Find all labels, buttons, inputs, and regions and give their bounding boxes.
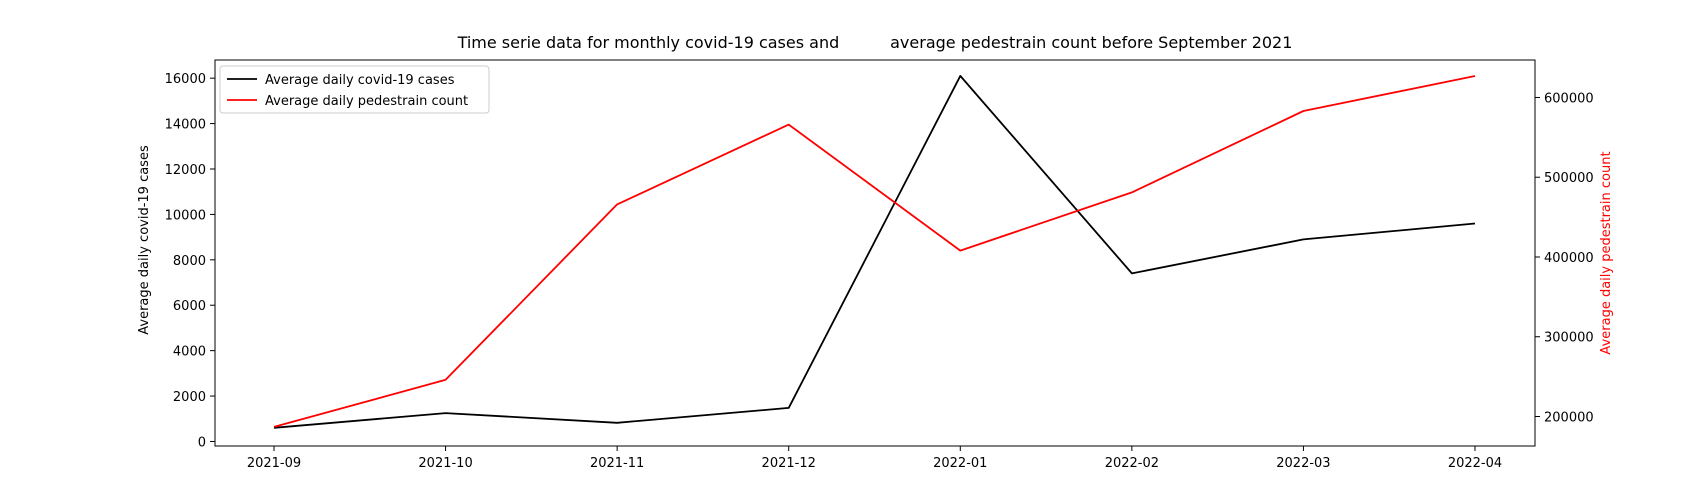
left-y-tick-label: 8000 <box>173 254 206 269</box>
left-y-axis-label: Average daily covid-19 cases <box>137 145 152 335</box>
right-y-tick-label: 400000 <box>1544 251 1594 266</box>
right-y-tick-label: 600000 <box>1544 91 1594 106</box>
right-y-axis-label: Average daily pedestrain count <box>1599 151 1614 354</box>
x-tick-label: 2022-01 <box>933 456 987 471</box>
left-y-tick-label: 12000 <box>165 163 206 178</box>
left-y-tick-label: 10000 <box>165 208 206 223</box>
x-tick-label: 2021-10 <box>418 456 472 471</box>
left-y-tick-label: 6000 <box>173 299 206 314</box>
left-y-tick-label: 4000 <box>173 345 206 360</box>
left-y-tick-label: 16000 <box>165 72 206 87</box>
left-y-tick-label: 2000 <box>173 390 206 405</box>
right-y-tick-label: 300000 <box>1544 331 1594 346</box>
x-tick-label: 2021-11 <box>590 456 644 471</box>
legend-label-pedestrian-count: Average daily pedestrain count <box>265 94 468 109</box>
x-tick-label: 2022-02 <box>1105 456 1159 471</box>
right-y-tick-label: 200000 <box>1544 410 1594 425</box>
legend: Average daily covid-19 cases Average dai… <box>220 66 489 113</box>
left-y-tick-label: 0 <box>198 435 206 450</box>
left-y-tick-label: 14000 <box>165 118 206 133</box>
x-tick-label: 2021-09 <box>247 456 301 471</box>
right-y-tick-label: 500000 <box>1544 171 1594 186</box>
x-tick-label: 2022-04 <box>1448 456 1502 471</box>
x-tick-label: 2022-03 <box>1276 456 1330 471</box>
x-tick-label: 2021-12 <box>762 456 816 471</box>
legend-label-covid-cases: Average daily covid-19 cases <box>265 73 455 88</box>
chart-title: Time serie data for monthly covid-19 cas… <box>457 33 1293 52</box>
